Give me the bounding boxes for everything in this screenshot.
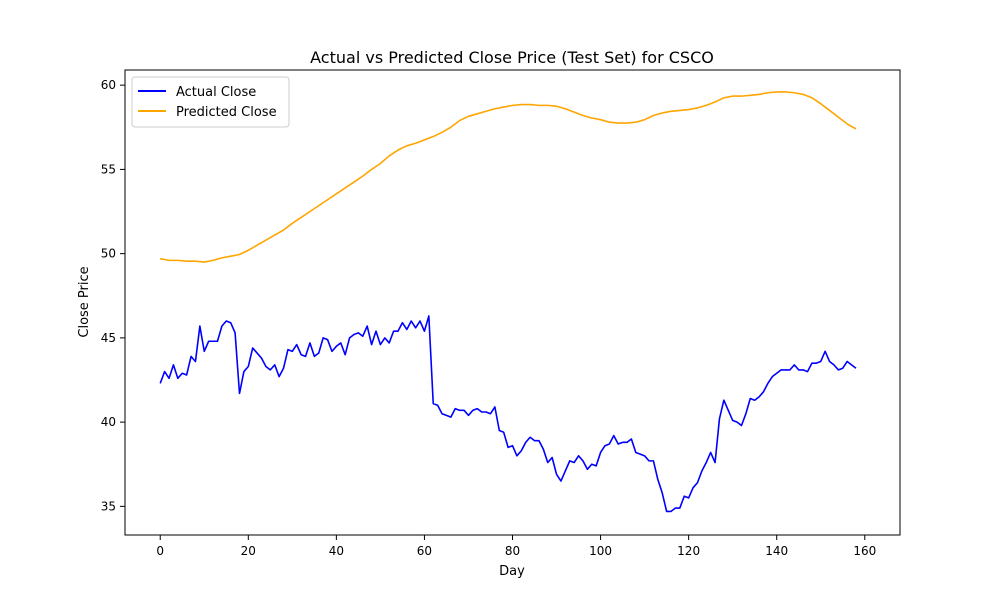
y-tick-label: 60 <box>101 78 116 92</box>
x-tick-label: 0 <box>156 544 164 558</box>
x-tick-label: 160 <box>853 544 876 558</box>
x-axis-ticks: 0 20 40 60 80 100 120 140 160 <box>156 535 876 558</box>
x-tick-label: 80 <box>505 544 520 558</box>
y-tick-label: 40 <box>101 415 116 429</box>
series-layer <box>159 91 857 513</box>
x-tick-label: 120 <box>677 544 700 558</box>
y-axis-label: Close Price <box>77 266 92 337</box>
x-axis-label: Day <box>499 564 525 579</box>
actual-close-line <box>159 315 857 513</box>
legend: Actual Close Predicted Close <box>131 76 290 128</box>
x-tick-label: 40 <box>329 544 344 558</box>
y-tick-label: 45 <box>101 331 116 345</box>
x-tick-label: 140 <box>765 544 788 558</box>
x-tick-label: 20 <box>241 544 256 558</box>
y-tick-label: 50 <box>101 247 116 261</box>
y-tick-label: 35 <box>101 499 116 513</box>
chart-title: Actual vs Predicted Close Price (Test Se… <box>310 48 714 67</box>
y-tick-label: 55 <box>101 162 116 176</box>
x-tick-label: 100 <box>589 544 612 558</box>
axes-frame <box>124 69 901 536</box>
y-axis-ticks: 35 40 45 50 55 60 <box>101 78 125 513</box>
x-tick-label: 60 <box>417 544 432 558</box>
predicted-close-line <box>160 91 857 263</box>
legend-label-predicted: Predicted Close <box>176 105 277 120</box>
legend-box <box>131 76 290 128</box>
legend-label-actual: Actual Close <box>176 85 256 100</box>
